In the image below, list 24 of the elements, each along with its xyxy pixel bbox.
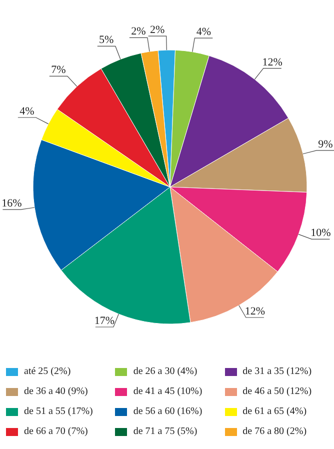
legend-label: de 31 a 35 (12%) [242,366,312,377]
legend-label: de 46 a 50 (12%) [242,386,312,397]
data-label: 10% [310,227,331,240]
legend-label: de 61 a 65 (4%) [242,406,307,417]
data-label: 12% [244,306,266,318]
legend-label: de 76 a 80 (2%) [242,426,307,437]
legend-label: de 41 a 45 (10%) [133,386,202,397]
data-label: 4% [196,26,211,38]
legend-label: de 51 a 55 (17%) [24,406,93,417]
legend-label: de 26 a 30 (4%) [133,366,198,377]
data-label: 16% [2,198,22,210]
legend-label: de 71 a 75 (5%) [133,426,198,437]
legend-label: de 56 a 60 (16%) [133,406,202,417]
legend-label: até 25 (2%) [24,366,71,377]
data-label: 2% [131,26,146,38]
data-label: 2% [150,24,165,36]
legend-label: de 66 a 70 (7%) [24,426,88,437]
data-label: 17% [94,315,115,328]
data-label: 7% [51,64,66,76]
data-label: 5% [99,34,114,46]
data-label: 9% [318,138,333,150]
data-label: 4% [20,106,34,118]
legend-label: de 36 a 40 (9%) [24,386,88,397]
data-label: 12% [262,56,282,68]
